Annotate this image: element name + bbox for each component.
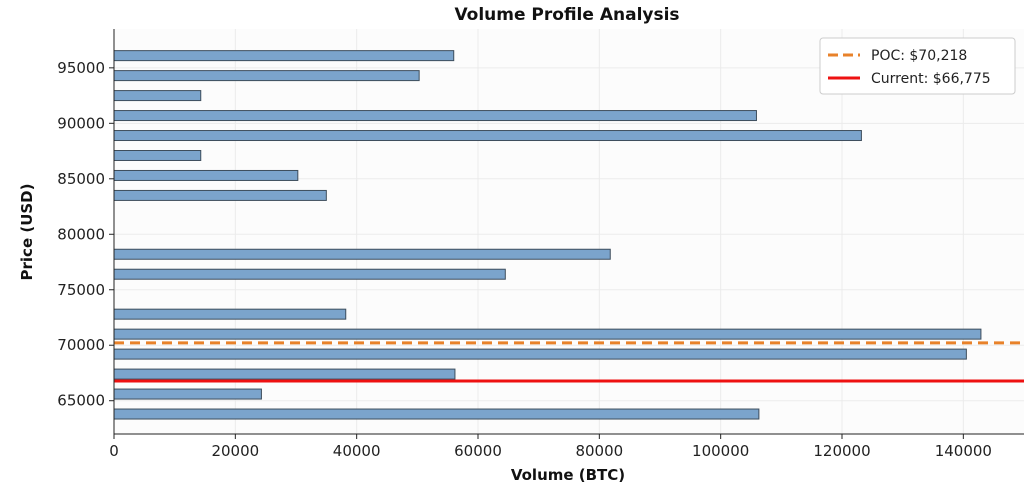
bar-layer: [113, 50, 982, 420]
volume-bar: [113, 348, 967, 360]
x-tick-label: 140000: [935, 442, 992, 460]
legend: POC: $70,218 Current: $66,775: [819, 37, 1016, 95]
y-tick-label: 95000: [57, 59, 105, 77]
x-tick-label: 100000: [692, 442, 749, 460]
y-tick-label: 70000: [57, 336, 105, 354]
y-axis-title: Price (USD): [18, 184, 36, 281]
volume-bar: [113, 90, 202, 102]
legend-label-poc: POC: $70,218: [871, 48, 967, 64]
legend-box: [819, 37, 1016, 95]
volume-bar: [113, 368, 456, 380]
volume-bar: [113, 130, 862, 142]
plot-area: [114, 29, 1024, 434]
legend-label-current: Current: $66,775: [871, 71, 991, 87]
volume-bar: [113, 150, 202, 161]
reference-lines: [114, 341, 1024, 383]
y-tick-label: 65000: [57, 392, 105, 410]
volume-bar: [113, 248, 611, 260]
grid-layer: [113, 29, 1024, 434]
y-tick-label: 80000: [57, 225, 105, 243]
y-tick-label: 75000: [57, 281, 105, 299]
volume-bar: [113, 189, 327, 201]
x-tick-label: 0: [109, 442, 119, 460]
volume-bar: [113, 169, 299, 181]
x-axis-title: Volume (BTC): [511, 466, 625, 484]
volume-bar: [113, 110, 757, 122]
y-tick-label: 90000: [57, 114, 105, 132]
x-tick-label: 60000: [454, 442, 502, 460]
chart-title: Volume Profile Analysis: [454, 5, 679, 25]
volume-bar: [113, 70, 420, 82]
y-tick-label: 85000: [57, 170, 105, 188]
y-ticks: 65000 70000 75000 80000 85000 90000 95000: [57, 59, 114, 410]
x-tick-label: 80000: [575, 442, 623, 460]
volume-bar: [113, 388, 262, 400]
volume-bar: [113, 268, 506, 280]
volume-bar: [113, 50, 455, 62]
volume-bar: [113, 308, 347, 320]
volume-bar: [113, 408, 760, 420]
x-ticks: 0 20000 40000 60000 80000 100000 120000 140000: [109, 434, 992, 460]
volume-bar: [113, 328, 982, 340]
x-tick-label: 120000: [813, 442, 870, 460]
x-tick-label: 40000: [333, 442, 381, 460]
x-tick-label: 20000: [211, 442, 259, 460]
